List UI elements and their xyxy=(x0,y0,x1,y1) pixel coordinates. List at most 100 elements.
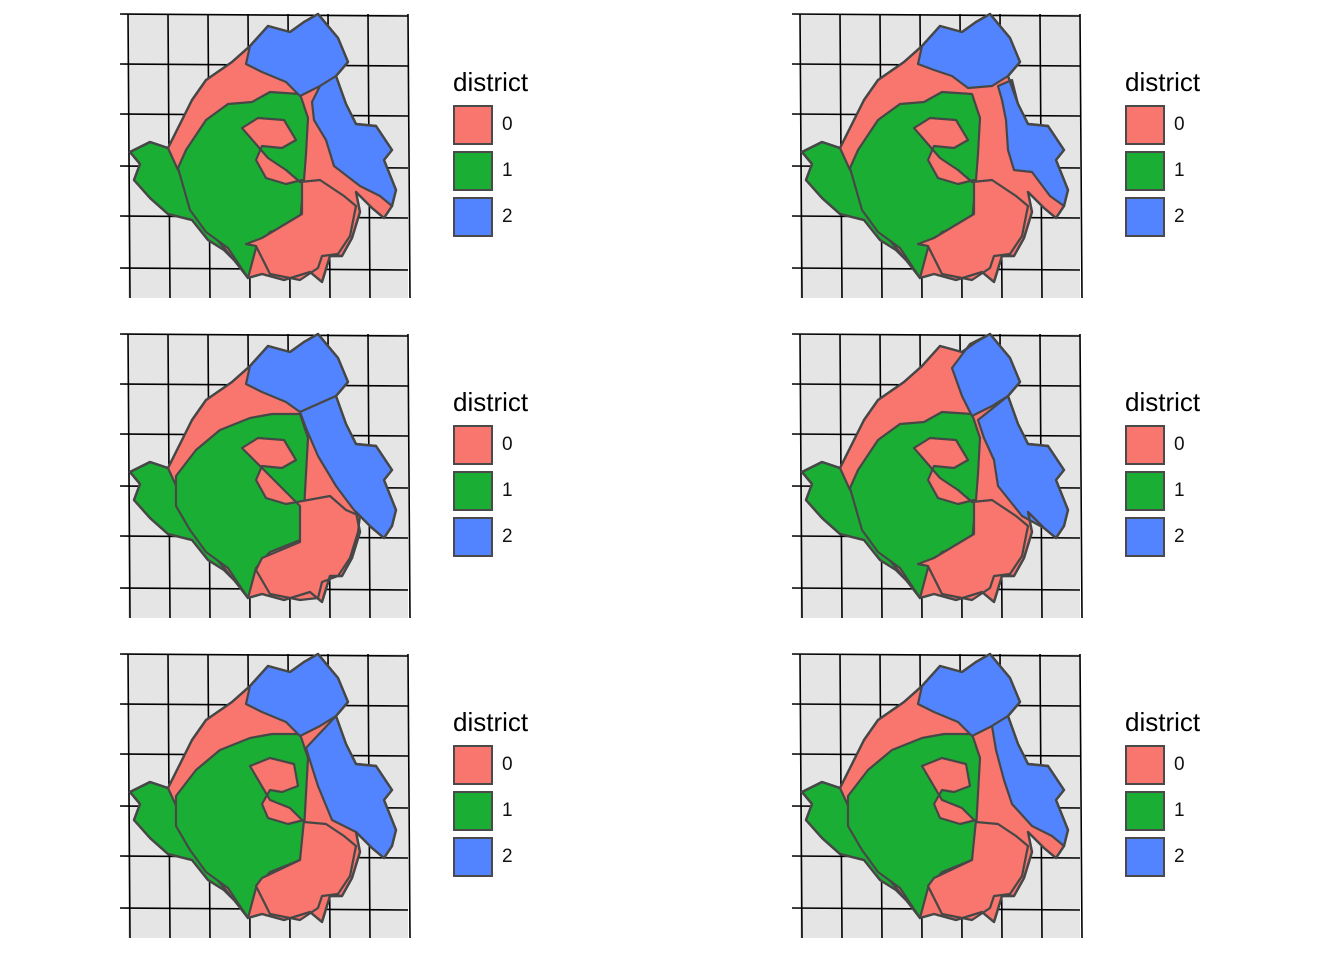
graticule-line xyxy=(791,333,1081,337)
legend-item-0: 0 xyxy=(1125,742,1200,788)
legend-label-0: 0 xyxy=(502,434,513,455)
district-region-0 xyxy=(912,116,1030,282)
legend-label-1: 1 xyxy=(502,800,513,821)
graticule-line xyxy=(799,333,803,619)
graticule-line xyxy=(407,653,411,939)
district-region-0 xyxy=(912,436,1030,602)
legend-label-2: 2 xyxy=(502,206,513,227)
legend-swatch-0 xyxy=(453,745,493,785)
legend-label-2: 2 xyxy=(1174,526,1185,547)
graticule-line xyxy=(127,13,131,299)
legend-item-1: 1 xyxy=(453,468,528,514)
legend-item-2: 2 xyxy=(1125,514,1200,560)
legend-swatch-0 xyxy=(1125,105,1165,145)
legend-label-1: 1 xyxy=(1174,800,1185,821)
graticule-line xyxy=(407,333,411,619)
county-outline xyxy=(128,652,398,924)
legend-item-0: 0 xyxy=(1125,102,1200,148)
district-region-0 xyxy=(248,756,358,922)
legend-label-1: 1 xyxy=(1174,160,1185,181)
legend-label-2: 2 xyxy=(502,526,513,547)
legend-title: district xyxy=(453,67,529,97)
legend-label-1: 1 xyxy=(1174,480,1185,501)
legend-swatch-2 xyxy=(453,517,493,557)
legend-swatch-2 xyxy=(1125,837,1165,877)
map-panel-6: district 0 1 2 xyxy=(672,640,1344,960)
legend-item-2: 2 xyxy=(1125,194,1200,240)
legend-label-1: 1 xyxy=(502,160,513,181)
legend-item-1: 1 xyxy=(1125,468,1200,514)
graticule-line xyxy=(119,13,409,17)
legend-swatch-1 xyxy=(453,471,493,511)
legend-label-0: 0 xyxy=(1174,754,1185,775)
graticule-line xyxy=(1079,333,1083,619)
legend-item-1: 1 xyxy=(1125,148,1200,194)
legend-swatch-1 xyxy=(1125,151,1165,191)
district-region-0 xyxy=(920,756,1030,922)
legend-swatch-2 xyxy=(1125,517,1165,557)
legend-swatch-0 xyxy=(453,425,493,465)
legend-title: district xyxy=(1125,387,1201,417)
legend-item-1: 1 xyxy=(453,148,528,194)
graticule-line xyxy=(119,333,409,337)
legend-swatch-1 xyxy=(1125,791,1165,831)
district-region-0 xyxy=(240,116,358,282)
legend-item-2: 2 xyxy=(453,514,528,560)
legend-label-2: 2 xyxy=(1174,846,1185,867)
legend-item-0: 0 xyxy=(1125,422,1200,468)
graticule-line xyxy=(1079,653,1083,939)
legend-swatch-0 xyxy=(453,105,493,145)
map-panel-3: district 0 1 2 xyxy=(0,320,672,640)
map-panel-5: district 0 1 2 xyxy=(0,640,672,960)
legend-title: district xyxy=(1125,707,1201,737)
graticule-line xyxy=(791,653,1081,657)
legend-item-1: 1 xyxy=(453,788,528,834)
graticule-line xyxy=(407,13,411,299)
map-panel-4: district 0 1 2 xyxy=(672,320,1344,640)
graticule-line xyxy=(1079,13,1083,299)
graticule-line xyxy=(799,13,803,299)
county-outline xyxy=(128,12,398,284)
legend-swatch-1 xyxy=(453,151,493,191)
district-map xyxy=(119,332,411,619)
legend-label-1: 1 xyxy=(502,480,513,501)
legend-swatch-0 xyxy=(1125,745,1165,785)
map-panel-2: district 0 1 2 xyxy=(672,0,1344,320)
legend-label-0: 0 xyxy=(502,754,513,775)
legend: district 0 1 2 xyxy=(1125,386,1200,560)
legend-label-2: 2 xyxy=(1174,206,1185,227)
legend-label-0: 0 xyxy=(502,114,513,135)
legend: district 0 1 2 xyxy=(453,706,528,880)
legend-item-0: 0 xyxy=(453,102,528,148)
county-outline xyxy=(800,652,1070,924)
graticule-line xyxy=(127,333,131,619)
district-map xyxy=(791,652,1083,939)
legend-swatch-1 xyxy=(1125,471,1165,511)
district-map xyxy=(791,332,1083,619)
district-map xyxy=(119,12,411,299)
legend-title: district xyxy=(453,707,529,737)
legend-title: district xyxy=(1125,67,1201,97)
county-outline xyxy=(128,332,398,604)
legend-swatch-2 xyxy=(453,197,493,237)
legend-title: district xyxy=(453,387,529,417)
legend-item-0: 0 xyxy=(453,742,528,788)
legend-swatch-0 xyxy=(1125,425,1165,465)
legend-label-2: 2 xyxy=(502,846,513,867)
legend-swatch-2 xyxy=(1125,197,1165,237)
district-map xyxy=(791,12,1083,299)
legend-swatch-2 xyxy=(453,837,493,877)
legend: district 0 1 2 xyxy=(1125,706,1200,880)
legend: district 0 1 2 xyxy=(453,66,528,240)
graticule-line xyxy=(791,13,1081,17)
legend: district 0 1 2 xyxy=(1125,66,1200,240)
legend-item-0: 0 xyxy=(453,422,528,468)
legend-label-0: 0 xyxy=(1174,434,1185,455)
graticule-line xyxy=(799,653,803,939)
county-outline xyxy=(800,332,1070,604)
legend-label-0: 0 xyxy=(1174,114,1185,135)
legend-item-2: 2 xyxy=(453,834,528,880)
legend-item-2: 2 xyxy=(453,194,528,240)
legend-swatch-1 xyxy=(453,791,493,831)
graticule-line xyxy=(127,653,131,939)
